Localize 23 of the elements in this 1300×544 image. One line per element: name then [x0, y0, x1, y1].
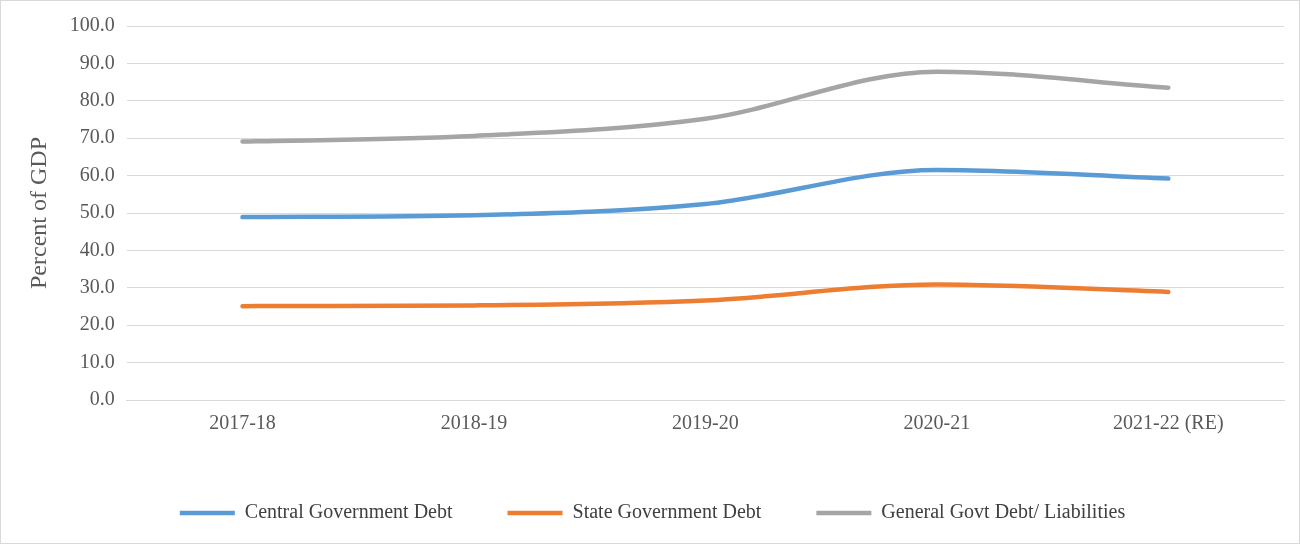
y-tick-label: 20.0 — [79, 312, 115, 335]
y-tick-label: 30.0 — [79, 275, 115, 298]
legend-label: Central Government Debt — [244, 500, 453, 523]
y-tick-label: 40.0 — [79, 237, 115, 260]
x-tick-label: 2019-20 — [672, 411, 739, 434]
y-tick-label: 100.0 — [69, 13, 115, 36]
y-tick-label: 50.0 — [79, 200, 115, 223]
x-tick-label: 2017-18 — [209, 411, 276, 434]
x-tick-label: 2021-22 (RE) — [1113, 411, 1224, 435]
y-axis-title: Percent of GDP — [24, 137, 51, 289]
y-tick-label: 90.0 — [79, 50, 115, 73]
y-tick-label: 0.0 — [89, 387, 115, 410]
y-tick-label: 80.0 — [79, 88, 115, 111]
y-tick-label: 10.0 — [79, 349, 115, 372]
x-tick-label: 2020-21 — [903, 411, 971, 434]
x-tick-label: 2018-19 — [440, 411, 508, 434]
legend-label: General Govt Debt/ Liabilities — [881, 500, 1126, 523]
line-series — [240, 167, 1171, 220]
y-tick-label: 70.0 — [79, 125, 115, 148]
legend-label: State Government Debt — [572, 500, 762, 523]
line-series — [240, 69, 1171, 144]
line-series — [240, 282, 1171, 309]
y-tick-label: 60.0 — [79, 162, 115, 185]
